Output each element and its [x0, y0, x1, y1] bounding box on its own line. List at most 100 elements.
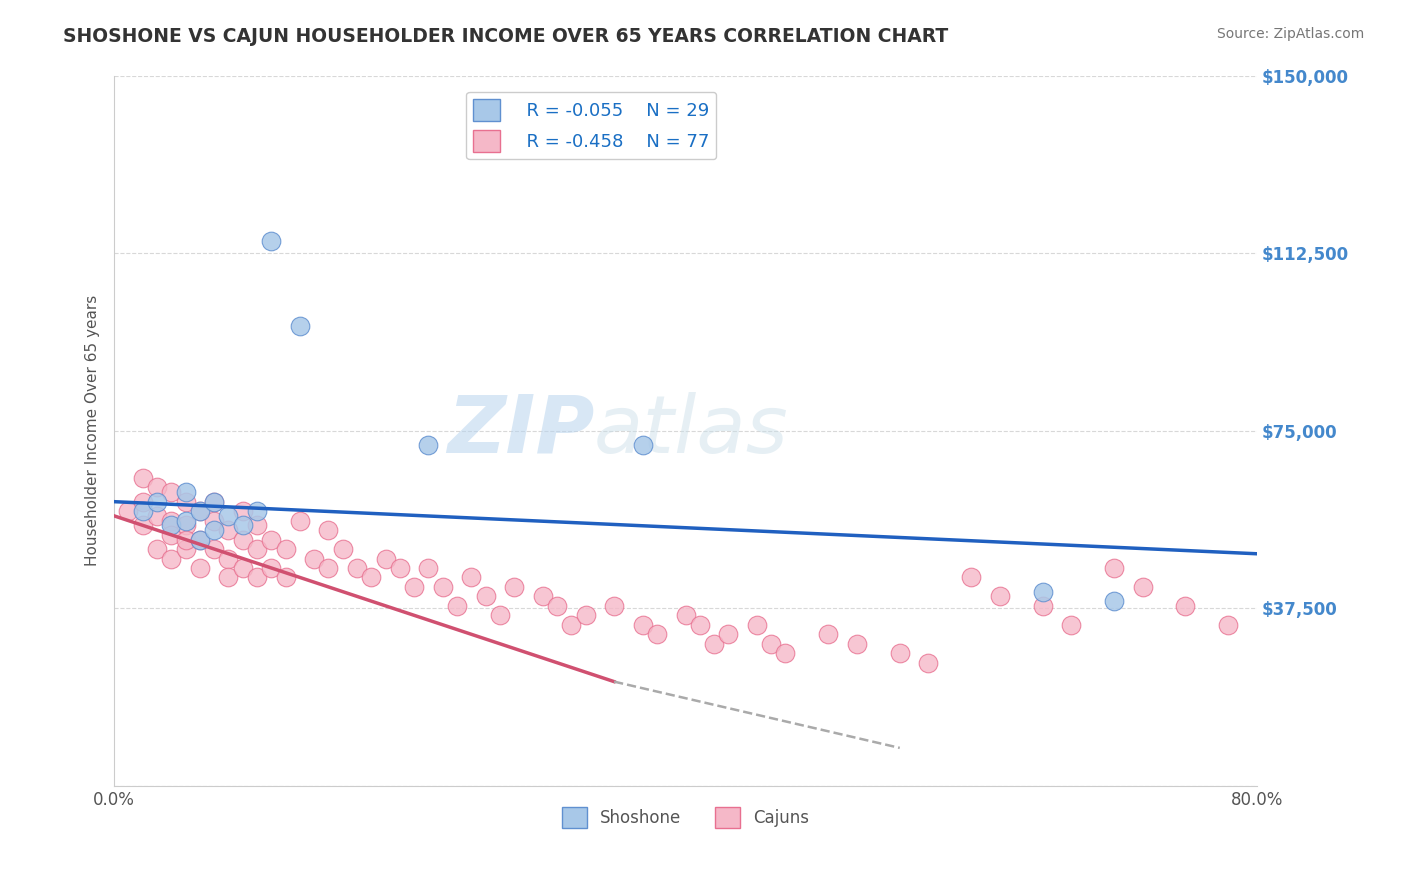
- Point: [460, 570, 482, 584]
- Point: [503, 580, 526, 594]
- Point: [217, 570, 239, 584]
- Point: [246, 542, 269, 557]
- Point: [188, 533, 211, 547]
- Point: [202, 523, 225, 537]
- Point: [160, 514, 183, 528]
- Point: [260, 561, 283, 575]
- Point: [1102, 561, 1125, 575]
- Point: [603, 599, 626, 613]
- Point: [274, 542, 297, 557]
- Point: [174, 494, 197, 508]
- Point: [202, 494, 225, 508]
- Point: [332, 542, 354, 557]
- Point: [188, 504, 211, 518]
- Point: [488, 608, 510, 623]
- Point: [160, 528, 183, 542]
- Point: [232, 518, 254, 533]
- Point: [246, 518, 269, 533]
- Point: [988, 590, 1011, 604]
- Point: [174, 542, 197, 557]
- Point: [446, 599, 468, 613]
- Point: [232, 561, 254, 575]
- Point: [202, 514, 225, 528]
- Point: [703, 637, 725, 651]
- Point: [374, 551, 396, 566]
- Point: [631, 617, 654, 632]
- Point: [132, 518, 155, 533]
- Point: [132, 504, 155, 518]
- Point: [775, 646, 797, 660]
- Point: [889, 646, 911, 660]
- Point: [360, 570, 382, 584]
- Point: [1218, 617, 1240, 632]
- Point: [1102, 594, 1125, 608]
- Point: [202, 542, 225, 557]
- Point: [1032, 584, 1054, 599]
- Point: [418, 438, 440, 452]
- Point: [689, 617, 711, 632]
- Point: [288, 514, 311, 528]
- Point: [188, 504, 211, 518]
- Point: [288, 319, 311, 334]
- Point: [174, 485, 197, 500]
- Point: [217, 523, 239, 537]
- Point: [318, 523, 340, 537]
- Point: [274, 570, 297, 584]
- Text: atlas: atlas: [595, 392, 789, 470]
- Text: Source: ZipAtlas.com: Source: ZipAtlas.com: [1216, 27, 1364, 41]
- Point: [146, 542, 169, 557]
- Point: [246, 570, 269, 584]
- Point: [217, 551, 239, 566]
- Text: ZIP: ZIP: [447, 392, 595, 470]
- Point: [631, 438, 654, 452]
- Point: [188, 561, 211, 575]
- Point: [432, 580, 454, 594]
- Point: [717, 627, 740, 641]
- Point: [531, 590, 554, 604]
- Point: [1174, 599, 1197, 613]
- Point: [217, 508, 239, 523]
- Point: [388, 561, 411, 575]
- Point: [745, 617, 768, 632]
- Point: [418, 561, 440, 575]
- Point: [560, 617, 582, 632]
- Point: [302, 551, 325, 566]
- Point: [146, 480, 169, 494]
- Point: [146, 508, 169, 523]
- Point: [246, 504, 269, 518]
- Point: [188, 533, 211, 547]
- Point: [260, 533, 283, 547]
- Point: [404, 580, 426, 594]
- Point: [1132, 580, 1154, 594]
- Point: [1060, 617, 1083, 632]
- Point: [474, 590, 496, 604]
- Point: [132, 494, 155, 508]
- Point: [146, 494, 169, 508]
- Point: [117, 504, 139, 518]
- Point: [160, 485, 183, 500]
- Point: [645, 627, 668, 641]
- Point: [160, 518, 183, 533]
- Point: [960, 570, 983, 584]
- Point: [318, 561, 340, 575]
- Point: [202, 494, 225, 508]
- Point: [132, 471, 155, 485]
- Point: [1032, 599, 1054, 613]
- Point: [845, 637, 868, 651]
- Point: [174, 518, 197, 533]
- Point: [917, 656, 939, 670]
- Y-axis label: Householder Income Over 65 years: Householder Income Over 65 years: [86, 295, 100, 566]
- Point: [675, 608, 697, 623]
- Point: [260, 234, 283, 248]
- Text: SHOSHONE VS CAJUN HOUSEHOLDER INCOME OVER 65 YEARS CORRELATION CHART: SHOSHONE VS CAJUN HOUSEHOLDER INCOME OVE…: [63, 27, 949, 45]
- Point: [817, 627, 839, 641]
- Point: [546, 599, 568, 613]
- Point: [232, 533, 254, 547]
- Legend: Shoshone, Cajuns: Shoshone, Cajuns: [555, 801, 815, 834]
- Point: [160, 551, 183, 566]
- Point: [346, 561, 368, 575]
- Point: [574, 608, 596, 623]
- Point: [232, 504, 254, 518]
- Point: [761, 637, 783, 651]
- Point: [174, 533, 197, 547]
